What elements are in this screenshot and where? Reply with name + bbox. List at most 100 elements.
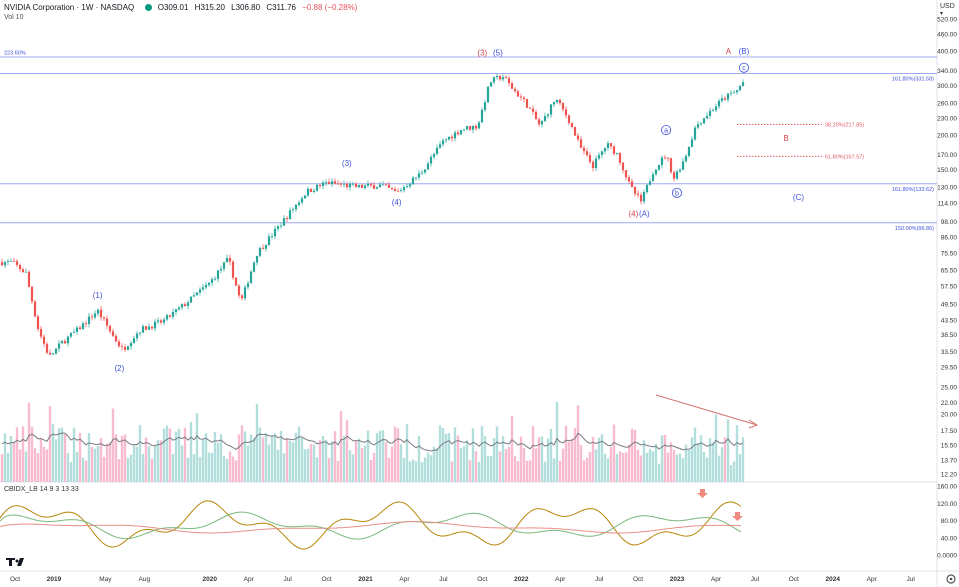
fib-label: 38.20%(217.85)	[825, 122, 864, 128]
volume-bar	[645, 452, 649, 482]
candle-body	[723, 98, 727, 100]
volume-bar	[381, 430, 385, 482]
volume-bar	[675, 454, 679, 482]
volume-bar	[162, 428, 166, 482]
time-tick-label: Apr	[867, 576, 878, 583]
candle-body	[66, 336, 70, 344]
volume-bar	[75, 451, 79, 482]
candle-body	[684, 156, 688, 162]
time-tick-label: Oct	[10, 576, 20, 583]
candle-body	[546, 114, 550, 117]
candle-body	[735, 90, 739, 93]
candle-body	[93, 313, 97, 318]
volume-bar	[90, 446, 94, 482]
price-change: −0.88 (−0.28%)	[302, 3, 358, 12]
candle-body	[99, 309, 103, 318]
volume-bar	[501, 436, 505, 482]
candle-body	[702, 118, 706, 124]
candle-body	[636, 193, 640, 195]
candle-body	[729, 93, 733, 95]
volume-bar	[639, 455, 643, 482]
price-tick-label: 520.00	[937, 17, 957, 24]
candle-body	[363, 185, 367, 188]
volume-bar	[591, 436, 595, 482]
price-tick-label: 17.50	[941, 428, 958, 435]
candle-body	[534, 111, 538, 120]
candle-body	[414, 177, 418, 179]
currency-unit[interactable]: USD ▾	[940, 3, 959, 17]
candle-body	[384, 184, 388, 186]
volume-bar	[276, 449, 280, 482]
settings-icon[interactable]	[946, 574, 956, 584]
candle-body	[213, 278, 217, 280]
volume-bar	[522, 447, 526, 482]
volume-bar	[471, 428, 475, 482]
candle-body	[522, 97, 526, 99]
volume-bar	[570, 438, 574, 482]
volume-bar	[687, 450, 691, 482]
candle-body	[573, 127, 577, 136]
candle-body	[621, 162, 625, 171]
volume-bar	[177, 428, 181, 482]
volume-bar	[234, 460, 238, 482]
volume-bar	[60, 427, 64, 482]
volume-bar	[378, 430, 382, 482]
candle-body	[21, 269, 25, 272]
volume-bar	[129, 454, 133, 482]
volume-bar	[21, 426, 25, 482]
volume-bar	[549, 428, 553, 482]
time-tick-label: Jul	[906, 576, 915, 583]
volume-bar	[594, 449, 598, 482]
volume-bar	[204, 433, 208, 482]
wave-circle-label: b	[675, 190, 679, 197]
volume-bar	[324, 439, 328, 482]
volume-bar	[39, 437, 43, 482]
volume-bar	[117, 459, 121, 482]
ohlc-close: C311.76	[266, 3, 296, 12]
time-tick-label: 2019	[47, 576, 62, 583]
candle-body	[402, 187, 406, 191]
volume-bar	[321, 435, 325, 482]
price-tick-label: 200.00	[937, 132, 957, 139]
candle-body	[261, 247, 265, 249]
candle-body	[342, 183, 346, 185]
volume-bar	[72, 427, 76, 482]
candle-body	[372, 185, 376, 189]
candle-body	[270, 236, 274, 238]
volume-bar	[120, 436, 124, 482]
candle-body	[126, 346, 130, 350]
volume-bar	[462, 446, 466, 482]
candle-body	[705, 115, 709, 119]
time-axis: Oct 2019 May Aug 2020 Apr Jul Oct 2021 Apr Jul Oct 2…	[10, 576, 915, 583]
chevron-down-icon: ▾	[940, 11, 944, 17]
volume-bar	[519, 436, 523, 482]
candle-body	[54, 348, 58, 354]
volume-bar	[597, 437, 601, 482]
volume-bar	[216, 442, 220, 482]
candle-body	[90, 316, 94, 318]
price-axis: 520.00 460.00 400.00 340.00 300.00 260.00 230.…	[937, 17, 957, 560]
candle-body	[351, 183, 355, 185]
candle-body	[12, 260, 16, 262]
volume-bar	[426, 452, 430, 482]
symbol-title[interactable]: NVIDIA Corporation · 1W · NASDAQ	[4, 3, 135, 12]
volume-bar	[555, 401, 559, 482]
candle-body	[678, 169, 682, 172]
volume-bar	[738, 454, 742, 482]
volume-bar	[441, 428, 445, 482]
price-tick-label: 114.00	[938, 201, 958, 208]
tradingview-logo[interactable]	[6, 558, 24, 566]
volume-bar	[279, 430, 283, 482]
price-tick-label: 15.50	[941, 442, 958, 449]
candle-body	[525, 98, 529, 108]
price-tick-label: 400.00	[937, 48, 957, 55]
candle-body	[282, 218, 286, 226]
wave-circle	[672, 187, 683, 198]
volume-bar	[660, 435, 664, 482]
osc-tick-label: 80.00	[941, 518, 958, 525]
volume-bar	[126, 457, 130, 482]
candle-body	[663, 157, 667, 159]
indicator-legend[interactable]: CBIDX_LB 14 9 3 13 33	[4, 486, 79, 493]
volume-bar	[735, 425, 739, 482]
